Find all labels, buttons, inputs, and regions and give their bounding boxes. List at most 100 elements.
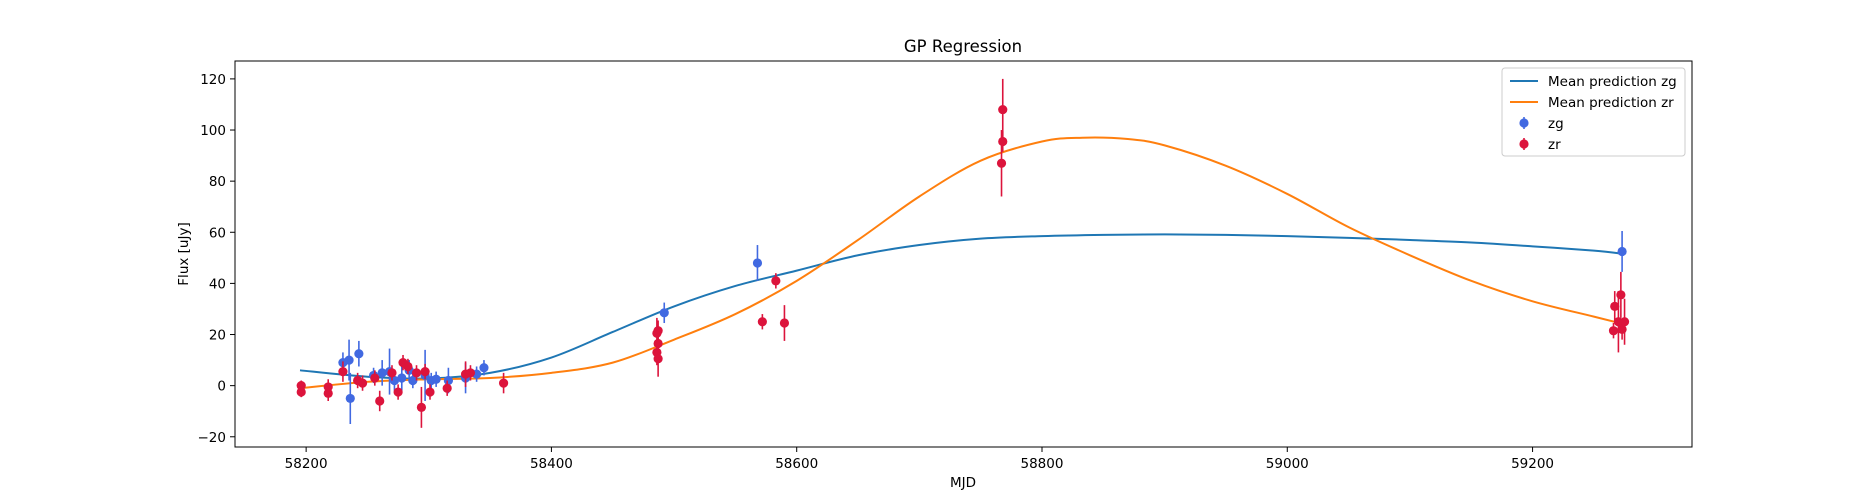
y-tick-label: 100 (200, 123, 226, 139)
marker (1616, 290, 1626, 300)
x-tick-label: 58800 (1021, 456, 1064, 472)
legend-entry-zg-line: Mean prediction zg (1510, 74, 1677, 90)
y-axis-label: Flux [uJy] (176, 222, 192, 285)
data-point-zr-12 (403, 358, 413, 375)
data-point-zr-31 (998, 78, 1008, 141)
marker (757, 317, 767, 327)
data-point-zr-25 (653, 340, 663, 377)
marker (479, 363, 489, 373)
marker (998, 136, 1008, 147)
data-point-zg-3 (354, 340, 364, 367)
data-point-zr-7 (370, 370, 380, 386)
legend-label: Mean prediction zr (1548, 95, 1674, 111)
data-point-zr-37 (1617, 319, 1627, 340)
x-tick-label: 58400 (530, 456, 573, 472)
data-point-zr-13 (411, 365, 422, 381)
marker (411, 368, 422, 378)
marker (354, 349, 364, 359)
marker (443, 375, 453, 386)
data-point-zr-33 (1608, 323, 1619, 339)
data-point-zg-19 (752, 245, 763, 281)
data-point-zg-17 (479, 360, 489, 376)
y-tick-label: 40 (209, 276, 226, 292)
x-tick-label: 58600 (775, 456, 818, 472)
marker (397, 373, 407, 383)
marker (416, 402, 427, 412)
axes: 58200 58400 58600 58800 59000 59200 −20 0 20 40 60… (198, 60, 1693, 472)
data-point-zr-6 (357, 375, 368, 391)
x-tick-label: 59000 (1266, 456, 1309, 472)
marker (377, 368, 387, 378)
y-tick-label: 0 (217, 379, 226, 395)
data-point-zr-3 (323, 385, 333, 401)
y-tick-label: 20 (209, 328, 226, 344)
marker (387, 368, 397, 378)
y-tick-label: −20 (198, 430, 227, 446)
marker (771, 276, 781, 286)
marker (659, 308, 669, 318)
y-tick-label: 120 (200, 72, 226, 88)
marker (779, 318, 790, 328)
data-point-zg-1 (344, 339, 354, 381)
plot-content (296, 78, 1630, 428)
marker (498, 378, 509, 388)
data-point-zg-20 (1617, 230, 1627, 272)
data-point-zr-14 (416, 386, 427, 428)
legend-label: zr (1548, 137, 1561, 153)
legend-box (1501, 67, 1686, 157)
legend: Mean prediction zg Mean prediction zr zg zr (1501, 67, 1686, 157)
marker (998, 104, 1008, 115)
marker (996, 158, 1007, 168)
data-point-zr-16 (425, 384, 435, 400)
marker (1610, 301, 1620, 312)
data-point-zg-5 (377, 360, 387, 386)
x-tick-label: 59200 (1511, 456, 1554, 472)
mean-prediction-line-zr (299, 136, 1625, 390)
plot-area (296, 78, 1630, 428)
marker (1617, 324, 1627, 335)
data-point-zr-27 (771, 273, 781, 289)
data-point-zr-10 (393, 384, 403, 400)
data-point-zr-19 (465, 365, 476, 381)
data-point-zg-8 (397, 365, 407, 391)
marker (431, 374, 441, 384)
data-point-zg-2 (345, 372, 355, 424)
marker (393, 387, 403, 397)
data-point-zr-28 (779, 305, 790, 341)
marker (338, 366, 348, 377)
data-point-zr-15 (420, 363, 430, 380)
marker (370, 373, 380, 383)
legend-entry-zr-points: zr (1519, 137, 1561, 153)
marker (1617, 246, 1627, 257)
marker (1608, 326, 1619, 336)
legend-entry-zg-points: zg (1519, 116, 1564, 132)
data-point-zg-13 (431, 371, 441, 387)
data-point-zr-26 (757, 314, 767, 330)
marker (420, 366, 430, 377)
legend-marker-swatch (1519, 139, 1529, 149)
legend-label: Mean prediction zg (1548, 74, 1677, 90)
mean-prediction-line-zg (299, 233, 1625, 380)
legend-entry-zr-line: Mean prediction zr (1510, 95, 1674, 111)
marker (653, 326, 663, 336)
data-point-zr-17 (442, 380, 452, 396)
marker (296, 387, 306, 397)
marker (653, 354, 663, 364)
marker (408, 375, 418, 386)
data-point-zg-18 (659, 302, 669, 324)
legend-label: zg (1548, 116, 1564, 132)
data-point-zr-4 (338, 361, 348, 382)
data-point-zr-32 (1610, 291, 1620, 322)
x-axis-label: MJD (950, 475, 976, 491)
marker (752, 258, 763, 268)
marker (296, 381, 306, 391)
data-point-zr-8 (375, 390, 385, 412)
marker (465, 368, 476, 378)
y-tick-label: 80 (209, 174, 226, 190)
marker (345, 393, 355, 404)
y-tick-label: 60 (209, 225, 226, 241)
marker (425, 387, 435, 397)
axes-frame (234, 60, 1693, 448)
legend-marker-swatch (1519, 118, 1529, 128)
